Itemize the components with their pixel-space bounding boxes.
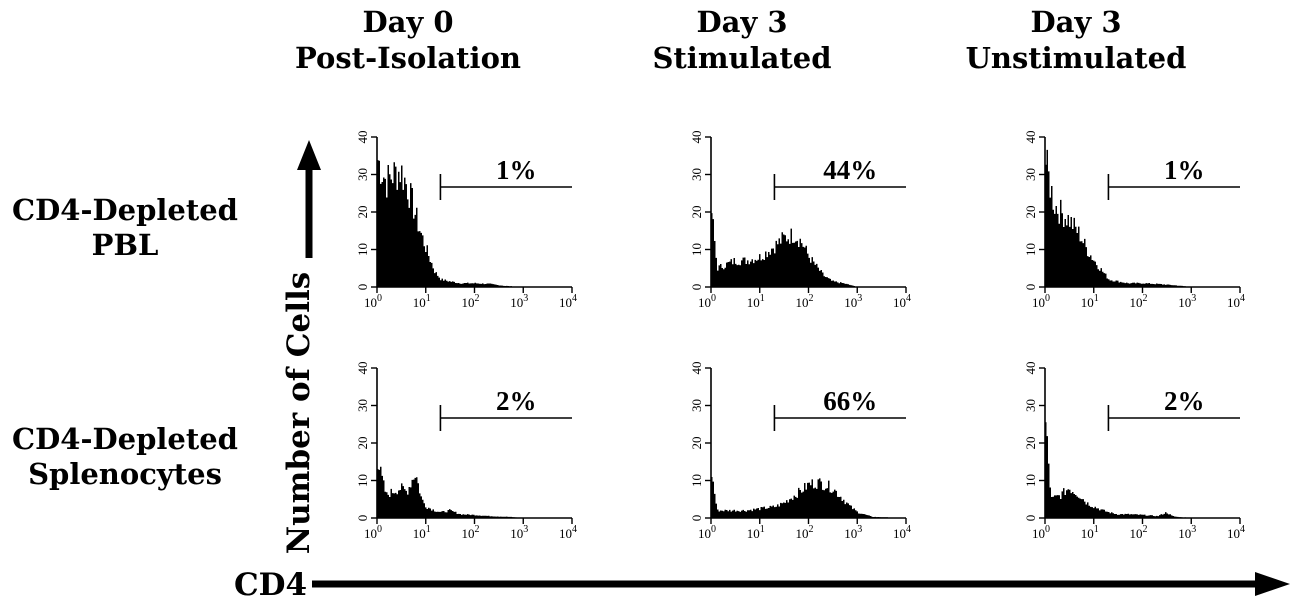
- histogram-area: [1045, 422, 1242, 518]
- y-tick-label: 20: [355, 206, 370, 219]
- column-header-line2: Unstimulated: [965, 41, 1187, 75]
- column-header-line2: Post-Isolation: [294, 41, 521, 75]
- x-tick-label: 101: [1081, 293, 1099, 310]
- x-tick-label: 104: [1227, 524, 1245, 541]
- column-header-line1: Day 3: [1030, 5, 1122, 39]
- x-tick-label: 102: [796, 524, 814, 541]
- histogram-area: [377, 159, 574, 287]
- x-tick-label: 100: [1032, 524, 1050, 541]
- x-tick-label: 103: [844, 293, 862, 310]
- y-tick-label: 0: [355, 284, 370, 291]
- histogram-panel: 0 10 20 30 40 100 101 102 103 104 44%: [689, 131, 911, 311]
- gate-percent-label: 66%: [823, 386, 877, 416]
- histogram-panel: 0 10 20 30 40 100 101 102 103 104 2%: [355, 362, 577, 542]
- y-tick-label: 30: [355, 168, 370, 181]
- histogram-area: [711, 213, 908, 287]
- row-header-line2: PBL: [91, 228, 159, 262]
- y-tick-label: 10: [355, 243, 370, 256]
- column-header-day3-stimulated: Day 3 Stimulated: [612, 4, 872, 76]
- y-axis-arrow-head: [297, 140, 321, 170]
- gate-percent-label: 2%: [496, 386, 537, 416]
- y-tick-label: 20: [1023, 437, 1038, 450]
- histogram-panel: 0 10 20 30 40 100 101 102 103 104 1%: [1023, 131, 1245, 311]
- y-tick-label: 10: [689, 243, 704, 256]
- x-tick-label: 101: [413, 524, 431, 541]
- x-tick-label: 102: [462, 293, 480, 310]
- y-tick-label: 20: [355, 437, 370, 450]
- x-tick-label: 103: [1178, 293, 1196, 310]
- row-header-line2: Splenocytes: [28, 457, 222, 491]
- x-axis-arrow-head: [1255, 572, 1290, 596]
- y-tick-label: 0: [689, 515, 704, 522]
- x-axis-label: CD4: [234, 567, 307, 603]
- y-tick-label: 30: [689, 399, 704, 412]
- y-tick-label: 0: [355, 515, 370, 522]
- y-tick-label: 10: [689, 474, 704, 487]
- x-tick-label: 103: [844, 524, 862, 541]
- y-tick-label: 0: [689, 284, 704, 291]
- column-header-day3-unstimulated: Day 3 Unstimulated: [946, 4, 1206, 76]
- histogram-panel: 0 10 20 30 40 100 101 102 103 104 1%: [355, 131, 577, 311]
- column-header-line1: Day 3: [696, 5, 788, 39]
- x-tick-label: 100: [364, 293, 382, 310]
- y-tick-label: 40: [355, 131, 370, 144]
- x-tick-label: 102: [1130, 524, 1148, 541]
- y-tick-label: 10: [1023, 474, 1038, 487]
- row-header-line1: CD4-Depleted: [12, 193, 238, 227]
- x-tick-label: 100: [1032, 293, 1050, 310]
- y-tick-label: 40: [1023, 131, 1038, 144]
- x-tick-label: 104: [1227, 293, 1245, 310]
- histogram-area: [711, 476, 908, 518]
- column-header-day0: Day 0 Post-Isolation: [278, 4, 538, 76]
- x-tick-label: 104: [559, 524, 577, 541]
- y-tick-label: 40: [1023, 362, 1038, 375]
- x-tick-label: 104: [893, 293, 911, 310]
- y-tick-label: 0: [1023, 515, 1038, 522]
- y-tick-label: 30: [689, 168, 704, 181]
- x-tick-label: 100: [698, 524, 716, 541]
- row-header-line1: CD4-Depleted: [12, 422, 238, 456]
- histogram-area: [1045, 149, 1242, 287]
- gate-percent-label: 44%: [823, 155, 877, 185]
- histogram-area: [377, 466, 574, 518]
- y-tick-label: 10: [355, 474, 370, 487]
- x-tick-label: 101: [413, 293, 431, 310]
- x-tick-label: 102: [1130, 293, 1148, 310]
- gate-percent-label: 2%: [1164, 386, 1205, 416]
- column-header-line2: Stimulated: [652, 41, 832, 75]
- y-tick-label: 30: [1023, 399, 1038, 412]
- gate-percent-label: 1%: [1164, 155, 1205, 185]
- y-tick-label: 20: [1023, 206, 1038, 219]
- x-tick-label: 103: [1178, 524, 1196, 541]
- gate-percent-label: 1%: [496, 155, 537, 185]
- x-tick-label: 100: [364, 524, 382, 541]
- x-tick-label: 101: [747, 524, 765, 541]
- y-tick-label: 20: [689, 206, 704, 219]
- x-tick-label: 101: [747, 293, 765, 310]
- y-tick-label: 10: [1023, 243, 1038, 256]
- row-header-pbl: CD4-Depleted PBL: [0, 193, 250, 263]
- histogram-panel: 0 10 20 30 40 100 101 102 103 104 66%: [689, 362, 911, 542]
- row-header-splenocytes: CD4-Depleted Splenocytes: [0, 422, 250, 492]
- y-tick-label: 40: [355, 362, 370, 375]
- x-tick-label: 104: [559, 293, 577, 310]
- x-tick-label: 104: [893, 524, 911, 541]
- y-tick-label: 30: [1023, 168, 1038, 181]
- x-tick-label: 103: [510, 293, 528, 310]
- x-tick-label: 102: [462, 524, 480, 541]
- histogram-panel: 0 10 20 30 40 100 101 102 103 104 2%: [1023, 362, 1245, 542]
- x-tick-label: 103: [510, 524, 528, 541]
- y-tick-label: 30: [355, 399, 370, 412]
- y-tick-label: 40: [689, 362, 704, 375]
- x-tick-label: 100: [698, 293, 716, 310]
- y-tick-label: 0: [1023, 284, 1038, 291]
- y-tick-label: 40: [689, 131, 704, 144]
- x-tick-label: 101: [1081, 524, 1099, 541]
- column-header-line1: Day 0: [362, 5, 454, 39]
- x-tick-label: 102: [796, 293, 814, 310]
- y-axis-label: Number of Cells: [281, 272, 317, 554]
- y-tick-label: 20: [689, 437, 704, 450]
